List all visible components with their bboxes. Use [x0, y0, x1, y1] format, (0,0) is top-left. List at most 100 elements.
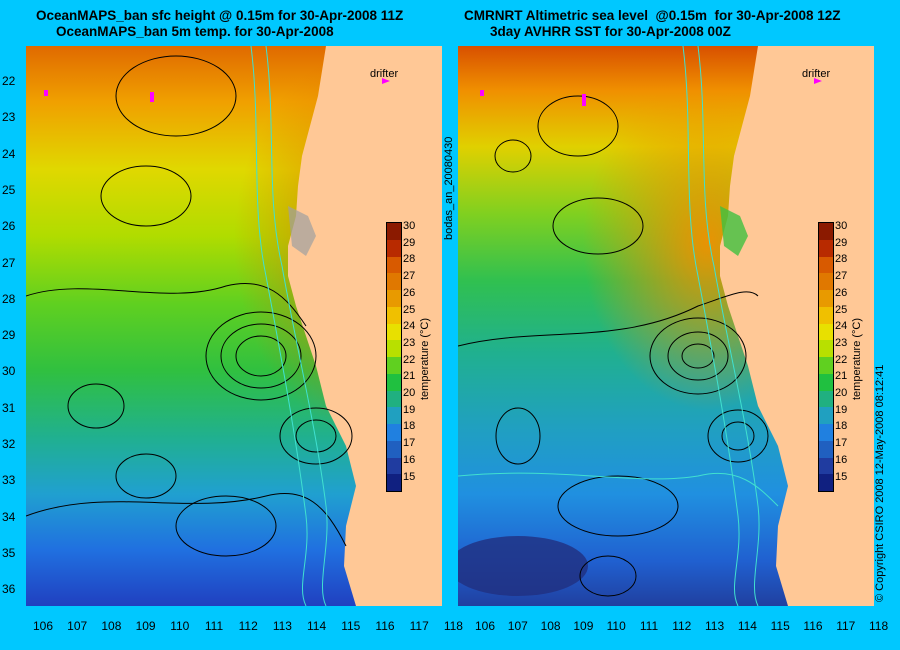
colorbar-swatch — [819, 440, 833, 458]
colorbar-tick-label: 30 — [403, 220, 416, 232]
x-tick-label: 117 — [409, 619, 429, 633]
colorbar-tick-label: 22 — [835, 353, 848, 366]
x-tick-label: 106 — [474, 619, 496, 633]
y-tick-label: 30 — [2, 364, 16, 379]
colorbar-tick-label: 26 — [835, 286, 848, 299]
colorbar-swatch — [819, 474, 833, 491]
left-map-svg — [26, 46, 442, 606]
y-tick-label: 26 — [2, 219, 16, 234]
colorbar-tick-label: 15 — [835, 470, 848, 483]
colorbar-tick-label: 27 — [403, 270, 416, 283]
run-label: bodas_an_20080430 — [443, 136, 455, 240]
colorbar-tick-label: 30 — [835, 220, 848, 232]
colorbar-swatch — [387, 373, 401, 391]
drifter-markers-right — [480, 78, 822, 106]
left-colorbar-title: temperature (°C) — [419, 317, 431, 400]
colorbar-swatch — [819, 256, 833, 274]
colorbar-swatch — [819, 373, 833, 391]
x-tick-label: 109 — [135, 619, 156, 633]
colorbar-swatch — [819, 340, 833, 357]
y-tick-label: 34 — [2, 509, 16, 524]
y-tick-label: 33 — [2, 473, 16, 488]
colorbar-tick-label: 16 — [835, 453, 848, 466]
y-tick-label: 25 — [2, 182, 16, 197]
y-tick-label: 31 — [2, 400, 16, 415]
y-tick-label: 27 — [2, 255, 16, 270]
y-tick-label: 35 — [2, 545, 16, 560]
colorbar-tick-label: 28 — [835, 253, 848, 266]
right-title-line2: 3day AVHRR SST for 30-Apr-2008 00Z — [490, 24, 731, 39]
colorbar-swatch — [819, 407, 833, 424]
colorbar-tick-label: 27 — [835, 270, 848, 283]
x-tick-label: 114 — [737, 619, 757, 633]
right-colorbar — [818, 222, 834, 492]
x-tick-label: 112 — [238, 619, 258, 633]
colorbar-swatch — [387, 424, 401, 441]
colorbar-tick-label: 22 — [403, 353, 416, 366]
colorbar-tick-label: 16 — [403, 453, 416, 466]
x-tick-label: 116 — [803, 619, 823, 633]
colorbar-tick-label: 21 — [403, 370, 416, 383]
colorbar-tick-label: 19 — [835, 403, 848, 416]
colorbar-swatch — [387, 223, 401, 240]
colorbar-tick-label: 18 — [403, 420, 416, 433]
x-tick-label: 116 — [375, 619, 395, 633]
left-colorbar — [386, 222, 402, 492]
colorbar-tick-label: 23 — [835, 336, 848, 349]
x-tick-label: 108 — [540, 619, 561, 633]
colorbar-swatch — [819, 273, 833, 290]
colorbar-swatch — [819, 424, 833, 441]
y-tick-label: 32 — [2, 437, 16, 451]
colorbar-tick-label: 24 — [835, 320, 848, 333]
x-tick-label: 107 — [507, 619, 528, 633]
x-tick-label: 113 — [272, 619, 292, 633]
right-title-line1: CMRNRT Altimetric sea level @0.15m for 3… — [464, 8, 841, 23]
colorbar-tick-label: 21 — [835, 370, 848, 383]
x-tick-label: 115 — [341, 619, 361, 633]
colorbar-swatch — [387, 290, 401, 307]
colorbar-tick-label: 20 — [403, 387, 416, 399]
colorbar-tick-label: 17 — [403, 437, 416, 450]
colorbar-swatch — [819, 457, 833, 475]
x-tick-label: 115 — [770, 619, 790, 633]
right-map-panel — [458, 46, 874, 606]
left-title-line1: OceanMAPS_ban sfc height @ 0.15m for 30-… — [36, 8, 404, 23]
colorbar-tick-label: 19 — [403, 403, 416, 416]
colorbar-swatch — [387, 357, 401, 374]
colorbar-tick-label: 25 — [403, 303, 416, 316]
copyright-label: © Copyright CSIRO 2008 12-May-2008 08:12… — [874, 364, 886, 602]
x-tick-label: 107 — [67, 619, 88, 633]
colorbar-swatch — [819, 223, 833, 240]
colorbar-tick-label: 24 — [403, 320, 416, 333]
colorbar-tick-label: 23 — [403, 336, 416, 349]
colorbar-swatch — [819, 290, 833, 307]
colorbar-swatch — [387, 440, 401, 458]
y-tick-label: 28 — [2, 291, 16, 306]
colorbar-swatch — [387, 390, 401, 408]
colorbar-tick-label: 18 — [835, 420, 848, 433]
x-tick-label: 114 — [307, 619, 327, 633]
colorbar-tick-label: 29 — [403, 236, 416, 249]
left-title-line2: OceanMAPS_ban 5m temp. for 30-Apr-2008 — [56, 24, 334, 39]
colorbar-swatch — [387, 457, 401, 475]
x-tick-label: 117 — [836, 619, 856, 633]
right-map-svg — [458, 46, 874, 606]
x-tick-label: 110 — [606, 619, 626, 633]
colorbar-swatch — [819, 357, 833, 374]
x-tick-label: 109 — [573, 619, 594, 633]
colorbar-swatch — [819, 390, 833, 408]
colorbar-swatch — [387, 340, 401, 357]
colorbar-tick-label: 25 — [835, 303, 848, 316]
colorbar-swatch — [387, 407, 401, 424]
left-map-panel — [26, 46, 442, 606]
x-tick-label: 110 — [170, 619, 190, 633]
x-tick-label: 112 — [672, 619, 692, 633]
colorbar-swatch — [387, 323, 401, 341]
x-tick-label: 106 — [32, 619, 54, 633]
left-drifter-label: drifter — [370, 68, 399, 80]
colorbar-swatch — [819, 323, 833, 341]
colorbar-tick-label: 15 — [403, 470, 416, 483]
colorbar-tick-label: 29 — [835, 236, 848, 249]
y-tick-label: 23 — [2, 110, 16, 125]
colorbar-swatch — [819, 306, 833, 324]
